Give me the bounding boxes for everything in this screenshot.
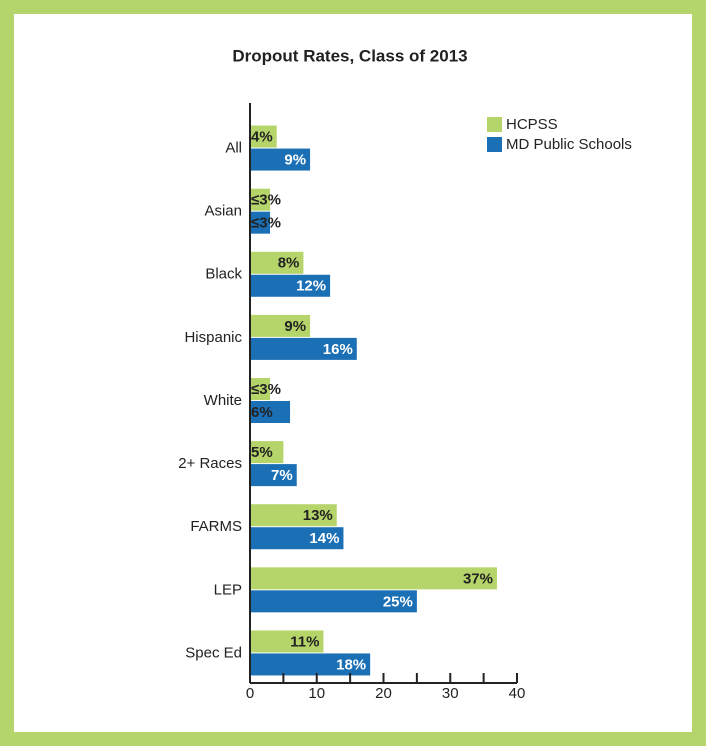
y-tick-label: Black xyxy=(205,266,242,283)
y-tick-label: Hispanic xyxy=(184,329,242,346)
legend-swatch xyxy=(487,117,502,132)
bar xyxy=(250,251,304,274)
y-tick-label: Spec Ed xyxy=(185,644,242,661)
value-label: 13% xyxy=(303,507,333,524)
bar xyxy=(250,441,284,464)
value-label: 37% xyxy=(463,570,493,587)
value-label: 8% xyxy=(278,255,300,272)
legend-label: MD Public Schools xyxy=(506,136,632,153)
chart-title: Dropout Rates, Class of 2013 xyxy=(232,46,467,65)
legend-swatch xyxy=(487,137,502,152)
x-tick-label: 30 xyxy=(442,685,459,702)
value-label: 18% xyxy=(336,656,366,673)
value-label: ≤3% xyxy=(251,192,281,209)
x-tick-label: 40 xyxy=(509,685,526,702)
y-tick-label: 2+ Races xyxy=(178,455,242,472)
bar xyxy=(250,401,291,423)
bar xyxy=(250,464,297,487)
y-tick-label: FARMS xyxy=(190,518,242,535)
legend-label: HCPSS xyxy=(506,116,558,133)
value-label: 5% xyxy=(251,444,273,461)
y-tick-label: White xyxy=(204,392,242,409)
value-label: ≤3% xyxy=(251,215,281,232)
value-label: 9% xyxy=(284,318,306,335)
bar xyxy=(250,590,417,613)
x-tick-label: 10 xyxy=(308,685,325,702)
bar xyxy=(250,630,324,653)
bar xyxy=(250,337,357,360)
bar xyxy=(250,567,497,590)
x-tick-label: 20 xyxy=(375,685,392,702)
bar xyxy=(250,378,271,400)
x-tick-label: 0 xyxy=(246,685,254,702)
bar xyxy=(250,188,271,211)
value-label: 9% xyxy=(284,152,306,169)
value-label: 7% xyxy=(271,467,293,484)
bar xyxy=(250,274,331,297)
bar xyxy=(250,653,371,676)
value-label: ≤3% xyxy=(251,381,281,398)
value-label: 12% xyxy=(296,278,326,295)
bar xyxy=(250,211,271,234)
y-tick-label: LEP xyxy=(214,581,242,598)
y-tick-label: Asian xyxy=(204,203,242,220)
bar xyxy=(250,148,311,171)
y-tick-label: All xyxy=(225,140,242,157)
value-label: 16% xyxy=(323,341,353,358)
value-label: 14% xyxy=(309,530,339,547)
value-label: 11% xyxy=(290,633,319,650)
bar xyxy=(250,527,344,550)
bar xyxy=(250,314,311,337)
bar xyxy=(250,504,337,527)
value-label: 6% xyxy=(251,404,273,421)
value-label: 25% xyxy=(383,593,413,610)
value-label: 4% xyxy=(251,129,273,146)
bar xyxy=(250,125,277,148)
